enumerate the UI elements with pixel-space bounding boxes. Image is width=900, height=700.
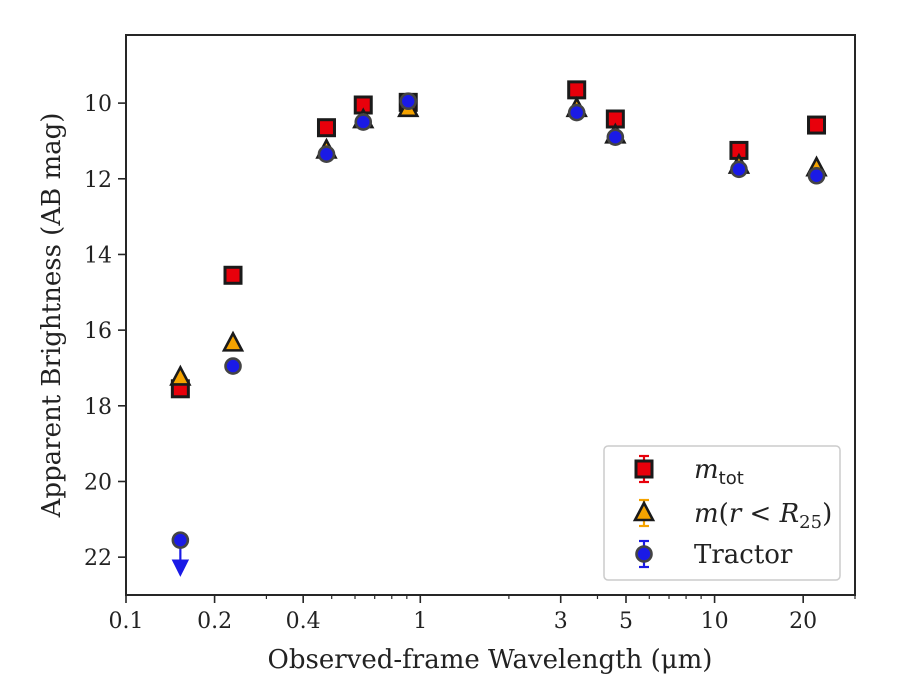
- data-point: [224, 357, 242, 375]
- y-axis-title: Apparent Brightness (AB mag): [37, 113, 67, 519]
- y-tick-label: 12: [84, 168, 112, 193]
- data-point: [316, 118, 336, 138]
- data-point: [567, 103, 586, 122]
- legend-marker-square: [634, 459, 654, 479]
- data-point: [221, 330, 245, 352]
- y-tick-label: 20: [84, 470, 112, 495]
- plot-area: [169, 80, 828, 577]
- x-axis: 0.1 0.2 0.4 1 3 5 10 20: [109, 595, 856, 634]
- x-tick-label: 3: [554, 609, 568, 634]
- legend-box: [603, 445, 841, 581]
- data-point: [354, 113, 373, 131]
- legend-marker-triangle: [632, 500, 656, 522]
- x-tick-label: 0.4: [286, 609, 321, 634]
- data-point: [567, 80, 587, 100]
- series-square: [170, 80, 827, 399]
- y-tick-label: 10: [84, 92, 112, 117]
- y-tick-label: 16: [84, 319, 112, 344]
- data-point: [807, 115, 827, 135]
- y-axis: 10 12 14 16 18 20 22: [84, 92, 126, 571]
- data-point: [317, 145, 336, 163]
- x-tick-label: 20: [789, 609, 817, 634]
- series-triangle: [169, 96, 828, 386]
- x-tick-label: 1: [413, 609, 427, 634]
- data-point: [730, 160, 748, 179]
- legend-label: mtot: [694, 455, 744, 489]
- legend-marker-circle: [635, 545, 653, 563]
- x-tick-label: 10: [701, 609, 729, 634]
- data-point: [223, 265, 243, 285]
- data-point: [807, 166, 826, 185]
- data-point: [171, 531, 190, 549]
- x-tick-label: 0.1: [109, 609, 144, 634]
- legend-label: m(r < R25): [694, 499, 832, 533]
- series-circle: [171, 92, 826, 577]
- x-tick-label: 0.2: [197, 609, 232, 634]
- legend-label: Tractor: [694, 540, 793, 570]
- x-tick-label: 5: [619, 609, 633, 634]
- plot-frame: [125, 34, 856, 596]
- y-tick-label: 18: [84, 395, 112, 420]
- y-tick-label: 22: [84, 546, 112, 571]
- data-point: [169, 364, 192, 386]
- legend: mtot m(r < R25) Tractor: [603, 445, 841, 581]
- data-point: [606, 128, 625, 146]
- data-point: [399, 92, 418, 111]
- y-tick-label: 14: [84, 243, 112, 268]
- x-axis-title: Observed-frame Wavelength (μm): [268, 645, 713, 675]
